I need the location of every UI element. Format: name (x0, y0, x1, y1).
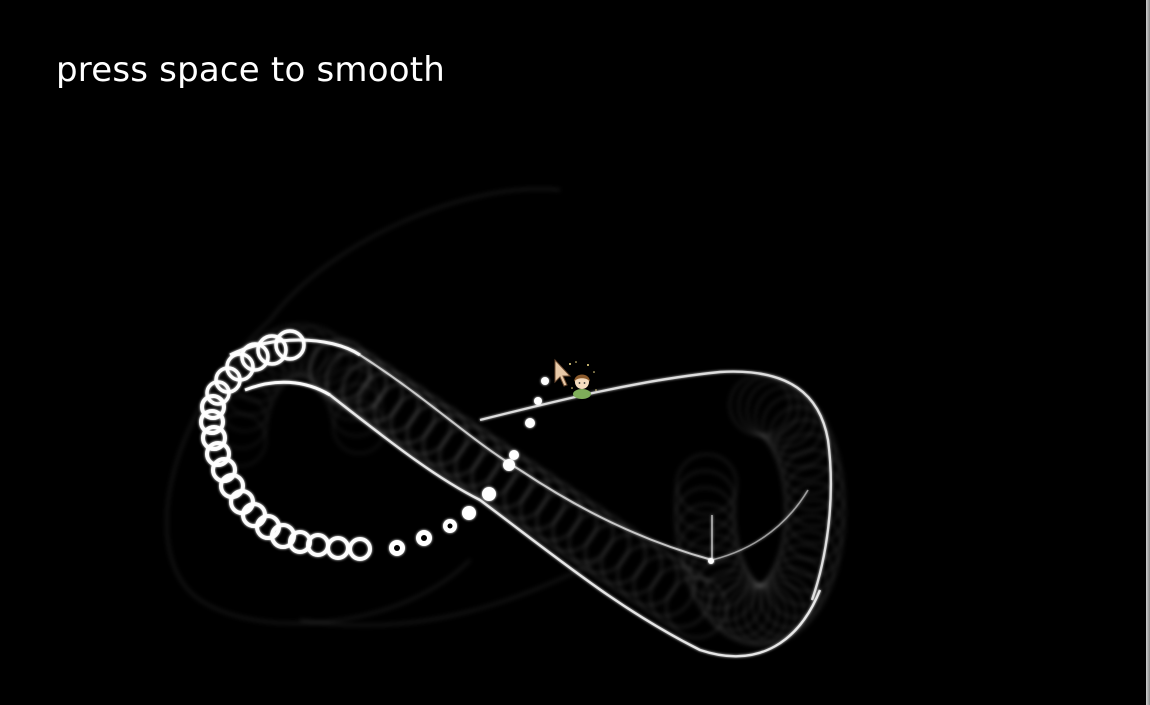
arrow-cursor-icon (554, 358, 572, 387)
ghost-ring (734, 583, 797, 646)
trail-dot (534, 397, 542, 405)
ghost-ring (766, 556, 828, 619)
ghost-ring (422, 414, 485, 477)
ghost-ring (519, 479, 582, 542)
ghost-ring (674, 470, 737, 532)
trail-ring (205, 441, 231, 467)
ghost-ring (308, 340, 363, 395)
ghost-ring (298, 331, 352, 385)
ghost-ring (759, 566, 822, 629)
ghost-ring (675, 453, 738, 516)
ghost-ring (503, 468, 566, 531)
ghost-ring (390, 393, 452, 455)
trail-dot (503, 459, 515, 471)
ghost-ring (471, 447, 533, 509)
trail-dot (482, 487, 496, 501)
ghost-ring (783, 465, 846, 528)
ghost-ring (675, 503, 738, 565)
chibi-character-icon (573, 374, 591, 399)
ghost-ring (263, 324, 317, 379)
trail-ring (241, 502, 267, 528)
trail-ring (256, 334, 288, 366)
ghost-ring (743, 580, 806, 643)
ghost-ring (784, 482, 846, 544)
ghost-ring (649, 565, 712, 628)
bright-spark (708, 558, 714, 564)
ghost-ring (674, 486, 736, 549)
trail-ring (348, 537, 372, 561)
faint-envelope (166, 188, 601, 627)
ghost-ring (600, 533, 663, 596)
ghost-ring (616, 544, 679, 607)
ghost-ring (251, 329, 306, 383)
ghost-ring (584, 522, 647, 585)
hint-text: press space to smooth (56, 50, 445, 90)
ghost-ring (438, 425, 501, 488)
ghost-ring (535, 490, 598, 553)
trail-ring (274, 329, 306, 361)
ghost-ring (778, 433, 841, 496)
trail-dot-hole (394, 545, 400, 551)
ghost-ring (633, 555, 695, 617)
trail-ring (200, 394, 226, 420)
ghost-ring (751, 575, 814, 637)
ghost-ring (329, 383, 384, 437)
ghost-ring (373, 382, 436, 445)
cursor-character (552, 358, 602, 402)
ghost-ring (678, 519, 740, 581)
trail-dot (541, 377, 549, 385)
trail-dot (462, 506, 476, 520)
ghost-rings (213, 323, 846, 646)
sparkle-icon (569, 361, 597, 391)
trail-dot (509, 450, 519, 460)
window-border (1146, 0, 1150, 705)
ghost-ring (213, 413, 267, 467)
trail-ring (240, 342, 270, 372)
ghost-ring (357, 371, 420, 434)
trail-ring (205, 380, 231, 406)
ghost-ring (687, 547, 750, 610)
trail-ring (201, 425, 227, 451)
ghost-ring (552, 501, 614, 563)
ghost-ring (568, 511, 631, 574)
ghost-ring (781, 449, 844, 511)
trail-rings (199, 329, 372, 561)
ghost-ring (768, 406, 831, 468)
ghost-ring (783, 498, 845, 561)
trail-dot-hole (421, 535, 427, 541)
ghost-ring (286, 325, 341, 380)
trail-dot (525, 418, 535, 428)
ghost-ring (332, 400, 387, 455)
trail-ring (326, 536, 350, 560)
trail-dot-hole (447, 523, 453, 529)
trail-dots (389, 377, 549, 556)
trail-ring (199, 409, 225, 435)
ghost-ring (693, 559, 756, 622)
ghost-ring (406, 403, 469, 466)
